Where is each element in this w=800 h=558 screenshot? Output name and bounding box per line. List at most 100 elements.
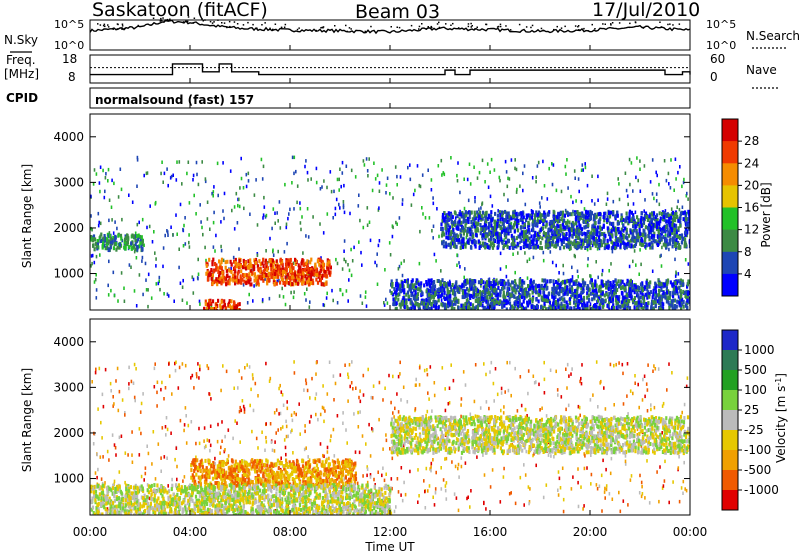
power-speckle bbox=[574, 255, 576, 258]
power-cell bbox=[416, 295, 418, 299]
power-cell bbox=[237, 279, 239, 283]
noise-dot bbox=[679, 23, 681, 25]
power-cell bbox=[685, 231, 687, 235]
power-cell bbox=[531, 239, 533, 243]
power-cell bbox=[212, 299, 214, 303]
power-speckle bbox=[343, 184, 345, 188]
power-speckle bbox=[94, 168, 96, 172]
power-cell bbox=[462, 226, 464, 230]
power-speckle bbox=[96, 255, 98, 259]
power-speckle bbox=[121, 218, 123, 222]
power-speckle bbox=[478, 208, 480, 212]
power-speckle bbox=[488, 186, 490, 190]
power-speckle bbox=[505, 265, 507, 269]
power-cell bbox=[662, 302, 664, 306]
power-cell bbox=[674, 218, 676, 222]
power-speckle bbox=[534, 224, 536, 228]
power-cell bbox=[498, 232, 500, 236]
noise-dot bbox=[234, 21, 236, 23]
power-speckle bbox=[570, 195, 572, 199]
power-speckle bbox=[296, 201, 298, 205]
power-cell bbox=[443, 303, 445, 307]
power-cell bbox=[609, 222, 611, 226]
power-speckle bbox=[565, 172, 567, 176]
power-cell bbox=[423, 302, 425, 306]
power-cell bbox=[640, 216, 642, 220]
power-speckle bbox=[431, 178, 433, 182]
power-speckle bbox=[147, 305, 149, 309]
power-cell bbox=[520, 235, 522, 239]
power-cell bbox=[431, 303, 433, 307]
power-speckle bbox=[481, 203, 483, 207]
power-cell bbox=[541, 298, 543, 302]
power-cell bbox=[501, 282, 503, 286]
power-cell bbox=[626, 307, 628, 311]
power-speckle bbox=[236, 192, 238, 196]
frequency-line bbox=[90, 64, 690, 75]
power-cell bbox=[676, 300, 678, 304]
power-speckle bbox=[367, 169, 369, 173]
power-speckle bbox=[633, 202, 635, 206]
noise-dot bbox=[97, 23, 99, 25]
power-cell bbox=[493, 280, 495, 284]
power-cell bbox=[578, 283, 580, 287]
power-speckle bbox=[660, 254, 662, 258]
power-cell bbox=[529, 280, 531, 284]
power-cell bbox=[523, 231, 525, 235]
power-speckle bbox=[360, 251, 362, 255]
power-cell bbox=[485, 219, 487, 223]
power-cell bbox=[518, 212, 520, 216]
power-cell bbox=[96, 245, 98, 249]
power-cell bbox=[542, 306, 544, 310]
power-cell bbox=[589, 246, 591, 250]
power-cell bbox=[324, 282, 326, 286]
power-cell bbox=[587, 223, 589, 227]
power-speckle bbox=[489, 171, 491, 175]
power-cell bbox=[464, 302, 466, 306]
power-speckle bbox=[319, 222, 321, 226]
power-cell bbox=[497, 214, 499, 218]
power-speckle bbox=[342, 293, 344, 297]
power-speckle bbox=[661, 264, 663, 268]
power-cell bbox=[649, 236, 651, 240]
noise-dot bbox=[561, 27, 563, 29]
power-speckle bbox=[184, 216, 186, 220]
power-cell bbox=[254, 278, 256, 282]
power-cell bbox=[569, 212, 571, 216]
power-speckle bbox=[363, 226, 365, 230]
power-speckle bbox=[433, 202, 435, 206]
power-cell bbox=[475, 288, 477, 292]
power-cell bbox=[658, 221, 660, 225]
power-cell bbox=[650, 290, 652, 294]
power-speckle bbox=[656, 192, 658, 196]
power-speckle bbox=[146, 288, 148, 292]
power-speckle bbox=[293, 296, 295, 300]
power-cell bbox=[532, 291, 534, 295]
power-cell bbox=[544, 294, 546, 298]
power-speckle bbox=[566, 158, 568, 162]
power-speckle bbox=[224, 192, 226, 196]
power-cell bbox=[655, 286, 657, 290]
power-speckle bbox=[492, 204, 494, 208]
noise-dot bbox=[188, 16, 190, 18]
power-cell bbox=[316, 273, 318, 277]
power-cell bbox=[235, 279, 237, 283]
power-cell bbox=[588, 298, 590, 302]
power-cell bbox=[656, 222, 658, 226]
power-speckle bbox=[668, 182, 670, 186]
power-cell bbox=[662, 291, 664, 295]
power-cell bbox=[490, 210, 492, 214]
power-cell bbox=[543, 279, 545, 283]
power-speckle bbox=[308, 235, 310, 239]
power-cell bbox=[655, 304, 657, 308]
power-cell bbox=[225, 282, 227, 286]
power-cell bbox=[248, 266, 250, 270]
power-speckle bbox=[539, 205, 541, 209]
power-cell bbox=[504, 210, 506, 214]
power-cell bbox=[477, 300, 479, 304]
power-cell bbox=[413, 284, 415, 288]
noise-dot bbox=[203, 20, 205, 22]
power-speckle bbox=[344, 211, 346, 215]
power-speckle bbox=[652, 192, 654, 196]
power-cell bbox=[580, 296, 582, 300]
